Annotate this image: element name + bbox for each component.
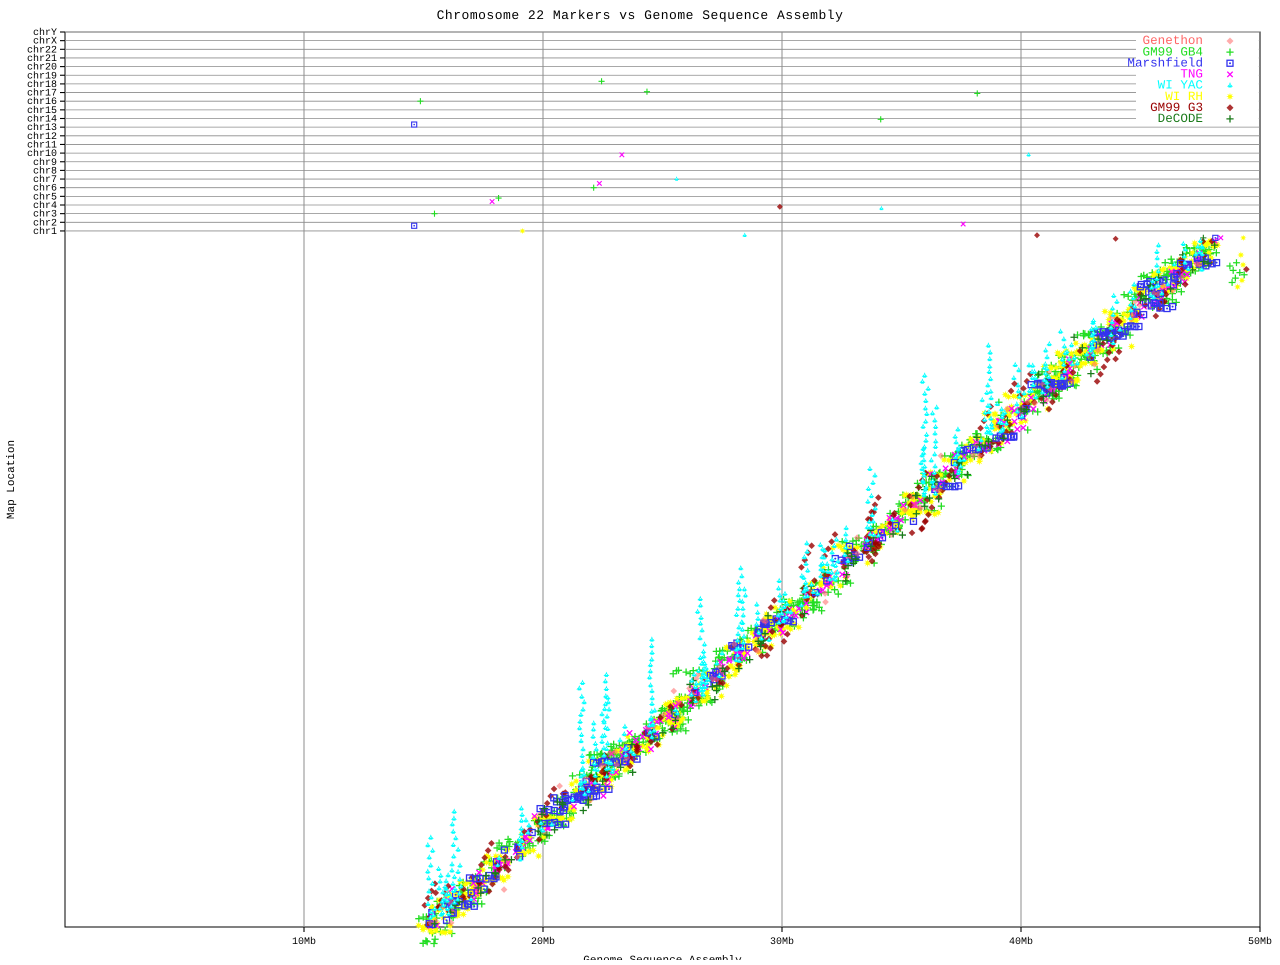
svg-text:Genome Sequence Assembly: Genome Sequence Assembly: [583, 955, 742, 960]
svg-text:30Mb: 30Mb: [770, 936, 794, 948]
svg-text:20Mb: 20Mb: [531, 936, 555, 948]
svg-text:chr1: chr1: [33, 226, 57, 238]
svg-text:Map Location: Map Location: [6, 440, 18, 519]
svg-text:DeCODE: DeCODE: [1158, 112, 1203, 126]
svg-text:10Mb: 10Mb: [292, 936, 316, 948]
svg-text:40Mb: 40Mb: [1009, 936, 1033, 948]
svg-text:50Mb: 50Mb: [1248, 936, 1272, 948]
